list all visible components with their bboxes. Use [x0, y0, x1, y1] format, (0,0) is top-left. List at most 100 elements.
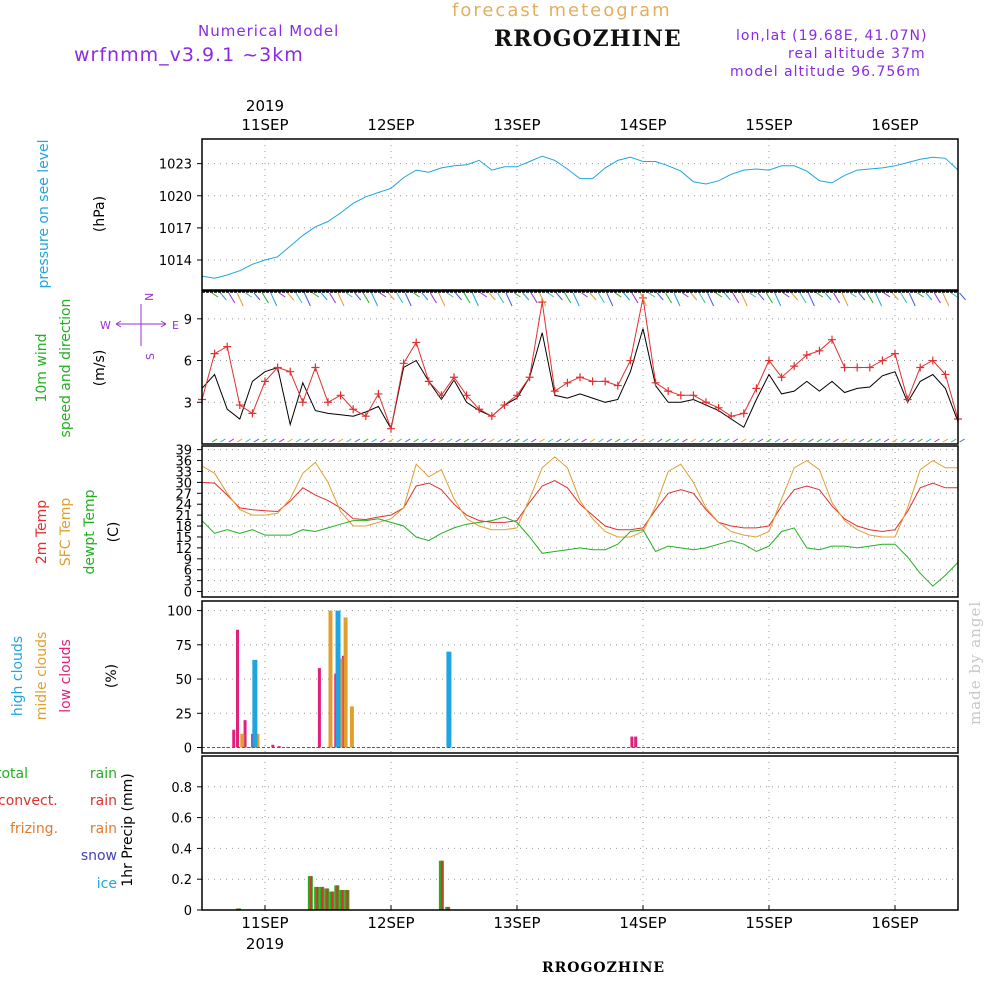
wind-arrow-bottom	[606, 438, 613, 443]
panel-frame	[201, 445, 959, 598]
wind-arrow-top	[211, 292, 219, 298]
wind-arrow-bottom	[480, 438, 487, 443]
wind-arrow-top	[690, 292, 698, 301]
wind-arrow-top	[631, 292, 639, 304]
wind-arrow-top	[724, 292, 731, 301]
gust-point	[437, 391, 446, 400]
y-tick-label: 33	[175, 465, 192, 480]
y-tick-label: 9	[184, 553, 192, 568]
wind-arrow-bottom	[346, 438, 352, 443]
x-year-top: 2019	[246, 97, 284, 115]
wind-arrow-bottom	[245, 438, 251, 443]
gust-point	[475, 405, 484, 414]
gust-point	[765, 356, 773, 365]
wind-arrow-bottom	[908, 438, 915, 443]
series-sfc	[201, 456, 958, 538]
y-tick-label: 75	[175, 639, 192, 654]
real-altitude: real altitude 37m	[788, 46, 926, 62]
wind-arrow-top	[824, 292, 832, 301]
wind-arrow-top	[564, 292, 572, 304]
wind-arrow-top	[597, 292, 605, 304]
gust-point	[878, 356, 887, 365]
wind-arrow-bottom	[732, 438, 739, 443]
wind-arrow-bottom	[547, 438, 554, 443]
wind-arrow-top	[236, 292, 244, 307]
bar-low	[341, 655, 345, 748]
wind-arrow-top	[379, 292, 387, 298]
x-day-label-bottom: 13SEP	[493, 914, 540, 932]
wind-arrow-top	[522, 292, 530, 301]
y-tick-label: 39	[175, 444, 192, 459]
wind-arrow-bottom	[337, 438, 344, 443]
wind-arrow-bottom	[833, 438, 839, 443]
bar-low	[236, 629, 240, 748]
wind-arrow-bottom	[572, 438, 579, 443]
wind-arrow-bottom	[505, 438, 512, 443]
y-tick-label: 1017	[159, 222, 192, 237]
wind-arrow-bottom	[841, 438, 848, 443]
wind-arrow-bottom	[774, 438, 781, 443]
wind-arrow-top	[614, 292, 622, 298]
wind-arrow-bottom	[850, 438, 856, 443]
gust-point	[840, 363, 849, 372]
x-day-label-top: 14SEP	[619, 116, 666, 134]
wind-arrow-bottom	[707, 438, 713, 443]
series-dew	[201, 516, 959, 587]
gust-point	[928, 356, 937, 365]
wind-arrow-bottom	[656, 438, 663, 443]
compass-w: W	[100, 319, 111, 332]
y-label-t2m: 2m Temp	[34, 500, 50, 564]
y-tick-label: 27	[175, 487, 192, 502]
wind-arrow-bottom	[228, 438, 235, 443]
gust-point	[210, 349, 219, 358]
wind-arrow-top	[488, 292, 496, 301]
wind-arrow-top	[900, 292, 908, 304]
wind-arrow-bottom	[362, 438, 369, 443]
gust-point	[752, 384, 761, 393]
gust-point	[853, 363, 862, 372]
gust-point	[450, 373, 458, 382]
y-tick-label: 0	[184, 586, 192, 601]
wind-arrow-bottom	[791, 438, 797, 443]
gust-point	[235, 401, 244, 410]
gust-point	[324, 398, 332, 407]
wind-arrow-top	[396, 292, 404, 304]
gust-point	[336, 391, 345, 400]
wind-arrow-bottom	[379, 438, 386, 443]
gust-point	[727, 412, 736, 421]
wind-arrow-top	[959, 292, 966, 301]
y-tick-label: 18	[175, 520, 192, 535]
wind-arrow-bottom	[455, 438, 461, 443]
gust-point	[261, 377, 269, 386]
wind-arrow-bottom	[514, 438, 520, 443]
x-day-label-bottom: 15SEP	[745, 914, 792, 932]
legend-convect-a: convect.	[0, 793, 58, 809]
bar-middle	[343, 617, 348, 748]
gust-point	[349, 405, 358, 414]
gust-point	[702, 398, 710, 407]
wind-arrow-top	[908, 292, 916, 307]
y-label-dew: dewpt Temp	[82, 489, 98, 574]
wind-arrow-bottom	[270, 438, 277, 443]
y-label-wind-b: speed and direction	[58, 299, 74, 438]
wind-arrow-top	[917, 292, 924, 298]
y-tick-label: 0.2	[171, 873, 192, 888]
wind-arrow-bottom	[799, 438, 806, 443]
wind-arrow-top	[698, 292, 706, 304]
y-tick-label: 3	[184, 396, 192, 411]
wind-arrow-top	[833, 292, 841, 304]
lonlat: lon,lat (19.68E, 41.07N)	[736, 28, 928, 44]
bar-low	[317, 668, 321, 748]
station-name: RROGOZHINE	[494, 26, 682, 52]
wind-arrow-top	[413, 292, 420, 298]
wind-arrow-top	[656, 292, 664, 301]
wind-arrow-bottom	[253, 438, 260, 443]
wind-arrow-top	[665, 292, 673, 304]
x-day-label-top: 12SEP	[367, 116, 414, 134]
gust-point	[676, 391, 685, 400]
y-unit-pressure: (hPa)	[92, 196, 108, 232]
wind-arrow-bottom	[413, 438, 419, 443]
bar-middle	[328, 610, 333, 748]
gust-point	[273, 363, 282, 372]
